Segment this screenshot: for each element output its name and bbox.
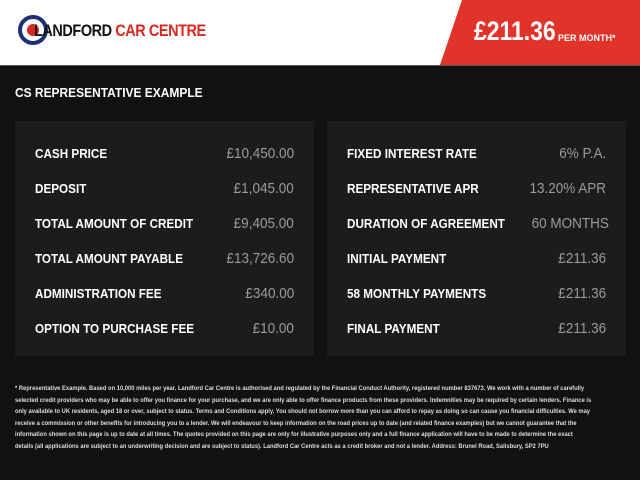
logo-text: LANDFORD CAR CENTRE [34, 21, 206, 41]
disclaimer-line: information shown on this page is up to … [15, 431, 573, 439]
logo[interactable]: LANDFORD CAR CENTRE [18, 15, 220, 51]
finance-value: 60 MONTHS [531, 214, 609, 232]
finance-row: 58 MONTHLY PAYMENTS £211.36 [347, 283, 606, 303]
disclaimer-line: details (all applications are subject to… [15, 442, 549, 450]
header: LANDFORD CAR CENTRE £211.36 PER MONTH* [0, 0, 640, 66]
finance-row: CASH PRICE £10,450.00 [35, 143, 294, 163]
finance-label: REPRESENTATIVE APR [347, 180, 479, 196]
monthly-price-banner: £211.36 PER MONTH* [440, 0, 640, 65]
finance-label: FIXED INTEREST RATE [347, 145, 477, 161]
finance-value: £10.00 [252, 319, 294, 337]
finance-label: DEPOSIT [35, 180, 87, 196]
finance-label: DURATION OF AGREEMENT [347, 215, 505, 231]
finance-value: £1,045.00 [233, 179, 294, 197]
left-finance-panel: CASH PRICE £10,450.00 DEPOSIT £1,045.00 TO… [15, 121, 314, 356]
right-finance-panel: FIXED INTEREST RATE 6% P.A. REPRESENTATIV… [327, 121, 626, 356]
finance-label: INITIAL PAYMENT [347, 250, 447, 266]
finance-row: DURATION OF AGREEMENT 60 MONTHS [347, 213, 609, 233]
finance-label: ADMINISTRATION FEE [35, 285, 162, 301]
logo-text-car-centre: CAR CENTRE [115, 21, 206, 40]
finance-value: £10,450.00 [226, 144, 294, 162]
finance-label: 58 MONTHLY PAYMENTS [347, 285, 487, 301]
finance-label: OPTION TO PURCHASE FEE [35, 320, 195, 336]
finance-label: TOTAL AMOUNT OF CREDIT [35, 215, 194, 231]
per-month-label: PER MONTH* [558, 33, 616, 43]
finance-value: £340.00 [245, 284, 294, 302]
finance-row: FIXED INTEREST RATE 6% P.A. [347, 143, 606, 163]
finance-value: 13.20% APR [529, 179, 606, 197]
finance-row: ADMINISTRATION FEE £340.00 [35, 283, 294, 303]
finance-value: £211.36 [558, 284, 606, 302]
finance-label: TOTAL AMOUNT PAYABLE [35, 250, 184, 266]
finance-row: TOTAL AMOUNT OF CREDIT £9,405.00 [35, 213, 294, 233]
finance-row: OPTION TO PURCHASE FEE £10.00 [35, 318, 294, 338]
finance-value: £9,405.00 [233, 214, 294, 232]
finance-row: DEPOSIT £1,045.00 [35, 178, 294, 198]
monthly-price: £211.36 [474, 16, 556, 46]
finance-value: £211.36 [558, 249, 606, 267]
finance-label: CASH PRICE [35, 145, 108, 161]
logo-text-landford: LANDFORD [34, 21, 112, 40]
disclaimer-line: * Representative Example. Based on 10,00… [15, 385, 585, 392]
finance-row: INITIAL PAYMENT £211.36 [347, 248, 606, 268]
disclaimer-line: receive a commission or other benefits f… [15, 419, 577, 427]
finance-value: 6% P.A. [558, 144, 606, 162]
disclaimer: * Representative Example. Based on 10,00… [15, 383, 592, 453]
disclaimer-line: only available to UK residents, aged 18 … [15, 408, 591, 416]
finance-value: £13,726.60 [226, 249, 294, 267]
finance-row: FINAL PAYMENT £211.36 [347, 318, 606, 338]
finance-label: FINAL PAYMENT [347, 320, 440, 336]
finance-row: TOTAL AMOUNT PAYABLE £13,726.60 [35, 248, 294, 268]
finance-value: £211.36 [558, 319, 606, 337]
disclaimer-line: selected credit providers who may be abl… [15, 396, 592, 404]
section-title: CS REPRESENTATIVE EXAMPLE [15, 85, 203, 100]
finance-row: REPRESENTATIVE APR 13.20% APR [347, 178, 606, 198]
roundel-icon [18, 15, 48, 45]
